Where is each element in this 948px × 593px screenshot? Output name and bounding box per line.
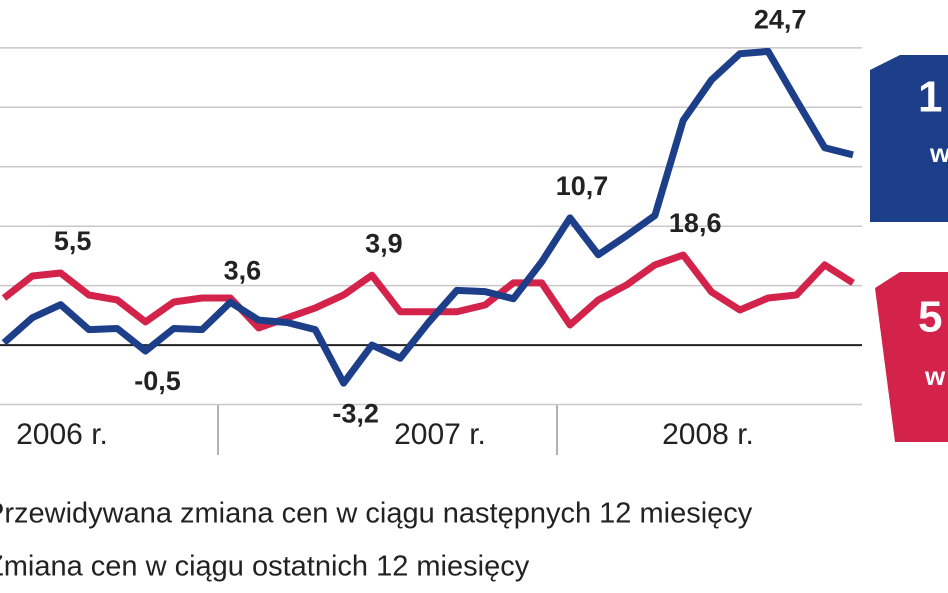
callout-box [870, 55, 948, 222]
callout-sub: w [929, 138, 948, 168]
data-label: 24,7 [754, 5, 807, 35]
data-label: 18,6 [669, 208, 722, 238]
legend-entry: Przewidywana zmiana cen w ciągu następny… [0, 498, 753, 530]
callout-box [875, 272, 948, 442]
callout-sub: w [924, 361, 946, 391]
year-label: 2008 r. [662, 418, 754, 451]
callout-text: 1 [918, 73, 942, 122]
data-label: -0,5 [134, 366, 181, 396]
legend-entry: Zmiana cen w ciągu ostatnich 12 miesięcy [0, 551, 530, 583]
data-label: -3,2 [332, 398, 379, 428]
year-label: 2007 r. [394, 418, 486, 451]
data-label: 3,6 [224, 255, 262, 285]
data-label: 5,5 [54, 226, 92, 256]
data-label: 3,9 [365, 228, 403, 258]
year-label: 2006 r. [16, 418, 108, 451]
series-line [1, 47, 854, 387]
data-label: 10,7 [556, 171, 609, 201]
series-line [1, 251, 855, 332]
callout-text: 5 [918, 293, 942, 342]
